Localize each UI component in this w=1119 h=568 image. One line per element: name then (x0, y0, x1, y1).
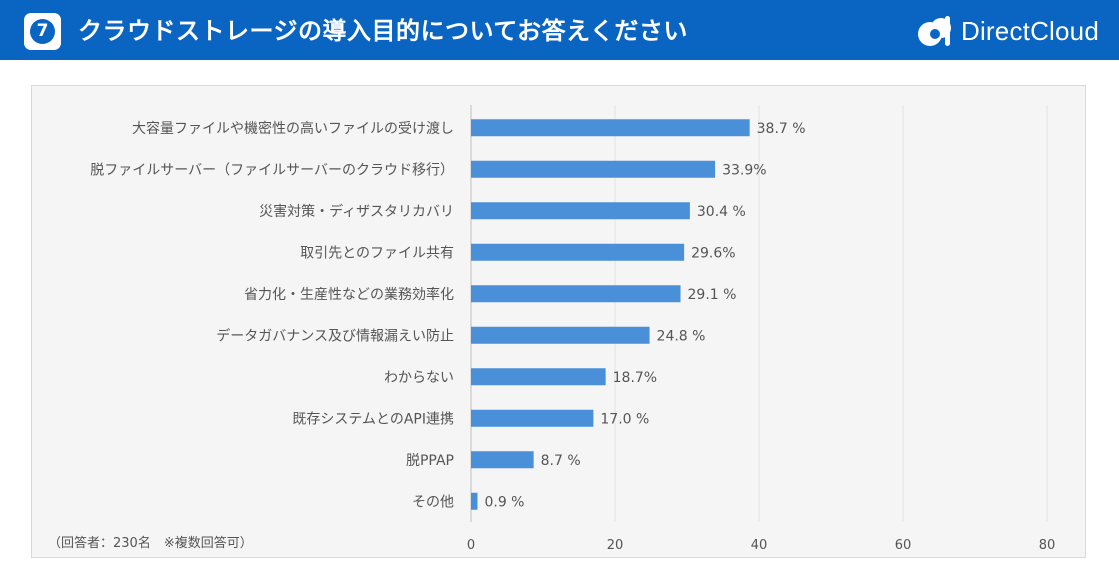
category-label: わからない (384, 370, 454, 386)
value-label: 0.9 % (484, 494, 524, 510)
category-label: その他 (412, 494, 454, 510)
value-label: 29.1 % (688, 287, 737, 303)
bar (471, 285, 681, 303)
bar (471, 451, 534, 469)
brand-name: DirectCloud (960, 15, 1099, 46)
bar (471, 368, 606, 386)
category-label: 大容量ファイルや機密性の高いファイルの受け渡し (132, 120, 454, 137)
category-label: 災害対策・ディザスタリカバリ (259, 203, 454, 220)
x-tick-label: 80 (1039, 538, 1056, 553)
page-title: クラウドストレージの導入目的についてお答えください (78, 17, 688, 45)
bar-chart: 0 20 40 60 80 大容量ファイルや機密性の高いファイルの受け渡し 38.7 % 脱フ… (90, 105, 1056, 553)
value-label: 18.7% (613, 370, 657, 386)
value-label: 17.0 % (600, 411, 649, 427)
x-tick-label: 0 (467, 538, 475, 553)
bar (471, 202, 690, 220)
question-number-badge: 7 (24, 13, 61, 50)
value-label: 8.7 % (541, 453, 581, 469)
chart-panel: 0 20 40 60 80 大容量ファイルや機密性の高いファイルの受け渡し 38.7 % 脱フ… (31, 85, 1086, 558)
header-bar: 7 クラウドストレージの導入目的についてお答えください DirectCloud (0, 0, 1119, 60)
value-label: 38.7 % (757, 121, 806, 137)
brand-logo: DirectCloud (915, 14, 1099, 48)
bar (471, 160, 716, 178)
bar (471, 492, 478, 510)
bar (471, 243, 685, 261)
value-label: 24.8 % (657, 328, 706, 344)
question-number: 7 (30, 19, 55, 44)
category-label: 取引先とのファイル共有 (300, 245, 454, 261)
x-tick-label: 20 (607, 538, 624, 553)
respondent-note: （回答者：230名 ※複数回答可） (48, 536, 253, 551)
value-label: 30.4 % (697, 204, 746, 220)
bar (471, 119, 750, 137)
value-label: 29.6% (691, 245, 735, 261)
category-label: 脱ファイルサーバー（ファイルサーバーのクラウド移行） (90, 162, 454, 178)
x-tick-label: 40 (751, 538, 768, 553)
category-label: 省力化・生産性などの業務効率化 (244, 286, 454, 303)
value-label: 33.9% (722, 162, 766, 178)
bar (471, 409, 594, 427)
category-label: データガバナンス及び情報漏えい防止 (216, 327, 454, 344)
category-label: 脱PPAP (406, 453, 454, 469)
cloud-d-icon (917, 16, 951, 46)
x-tick-label: 60 (895, 538, 912, 553)
category-label: 既存システムとのAPI連携 (292, 411, 454, 427)
bar (471, 326, 650, 344)
